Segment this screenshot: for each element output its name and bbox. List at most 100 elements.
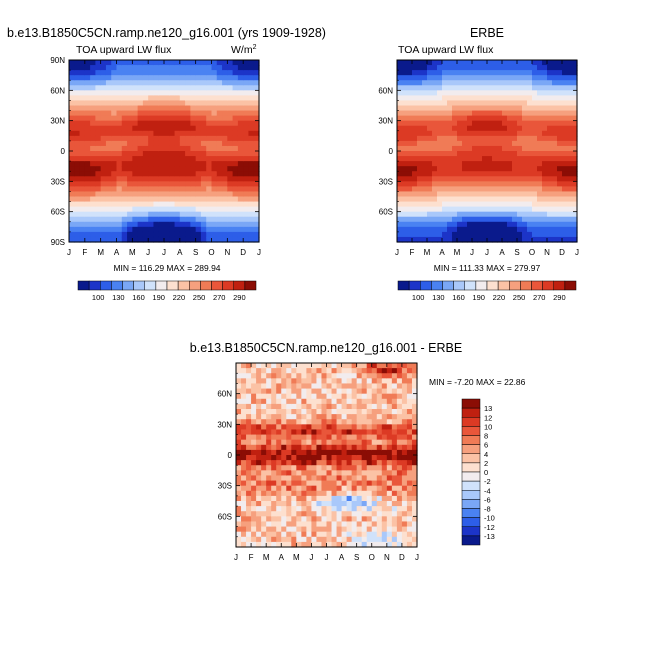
model-cell	[137, 186, 144, 193]
obs-cell	[412, 145, 418, 152]
diff-cell	[341, 501, 348, 507]
model-cell	[243, 100, 250, 107]
diff-cell	[271, 363, 277, 369]
obs-cell	[417, 166, 423, 172]
diff-cell	[391, 449, 398, 456]
obs-cell	[482, 216, 488, 223]
diff-cell	[411, 378, 418, 385]
obs-cell	[512, 105, 518, 112]
obs-cell	[457, 105, 463, 112]
diff-cell	[326, 403, 333, 410]
obs-cell	[472, 100, 478, 107]
diff-cell	[341, 373, 348, 379]
obs-cell	[537, 100, 543, 107]
model-cell	[179, 90, 186, 96]
model-cell	[84, 221, 91, 228]
model-cell	[211, 161, 218, 167]
diff-cell	[291, 470, 297, 477]
obs-cell	[432, 90, 438, 96]
obs-cell	[472, 186, 478, 193]
diff-cell	[406, 485, 413, 492]
diff-cell	[316, 526, 323, 533]
model-cell	[95, 151, 102, 157]
model-cell	[95, 105, 102, 112]
model-cell	[195, 206, 202, 213]
diff-cell	[376, 449, 383, 456]
model-cell	[69, 140, 75, 147]
obs-cell	[562, 125, 568, 132]
obs-cell	[517, 231, 523, 238]
obs-cell	[412, 216, 418, 223]
obs-cell	[407, 231, 413, 238]
model-cell	[158, 176, 165, 182]
diff-cell	[281, 480, 287, 487]
obs-cell	[417, 221, 423, 228]
diff-cell	[356, 475, 363, 482]
model-cell	[243, 161, 250, 167]
diff-cell	[311, 480, 318, 487]
model-cell	[190, 130, 197, 137]
diff-cell	[351, 398, 358, 405]
model-cell	[216, 171, 223, 177]
diff-cell	[241, 363, 247, 369]
model-cell	[164, 231, 170, 238]
model-cell	[164, 145, 170, 152]
model-heatmap	[68, 59, 260, 243]
diff-cell	[336, 501, 343, 507]
model-cell	[69, 70, 75, 76]
diff-cell	[371, 414, 378, 420]
obs-cell	[477, 166, 483, 172]
obs-cell	[487, 135, 493, 142]
model-cell	[132, 176, 139, 182]
obs-cell	[427, 125, 433, 132]
diff-x-tick-label: D	[399, 553, 405, 562]
model-cell	[164, 115, 170, 122]
model-cell	[100, 105, 107, 112]
model-cell	[100, 140, 107, 147]
model-cell	[137, 216, 144, 223]
obs-cell	[397, 110, 403, 117]
model-cell	[148, 130, 155, 137]
obs-cell	[402, 70, 408, 76]
diff-cell	[286, 485, 292, 492]
obs-cell	[522, 105, 528, 112]
obs-cell	[427, 70, 433, 76]
model-cell	[153, 166, 160, 172]
model-cell	[222, 211, 228, 218]
diff-cell	[276, 516, 282, 523]
diff-cell	[246, 388, 252, 395]
diff-cell	[391, 490, 398, 497]
obs-cell	[407, 191, 413, 198]
diff-cell	[386, 485, 393, 492]
diff-cell	[406, 521, 413, 528]
diff-cell	[306, 516, 313, 523]
obs-cell	[442, 80, 448, 86]
obs-cell	[497, 216, 503, 223]
model-cell	[206, 176, 213, 182]
diff-cell	[271, 434, 277, 441]
obs-cell	[397, 226, 403, 233]
diff-cell	[241, 424, 247, 431]
model-cell	[105, 120, 112, 127]
obs-cell	[452, 120, 458, 127]
obs-cell	[422, 145, 428, 152]
model-cell	[158, 191, 165, 198]
model-cell	[211, 95, 218, 102]
diff-cell	[331, 465, 338, 471]
model-cell	[158, 95, 165, 102]
diff-cell	[311, 449, 318, 456]
model-cell	[127, 166, 133, 172]
diff-cell	[256, 368, 262, 374]
obs-cell	[487, 206, 493, 213]
obs-cell	[432, 85, 438, 91]
model-cell	[137, 105, 144, 112]
obs-cell	[402, 221, 408, 228]
diff-colorbar-label: -10	[484, 514, 495, 523]
obs-cell	[492, 120, 498, 127]
obs-cell	[447, 176, 453, 182]
diff-cell	[371, 460, 378, 466]
obs-cell	[542, 226, 548, 233]
obs-cell	[427, 201, 433, 208]
model-cell	[116, 130, 123, 137]
model-y-tick-label: 30S	[51, 177, 65, 186]
